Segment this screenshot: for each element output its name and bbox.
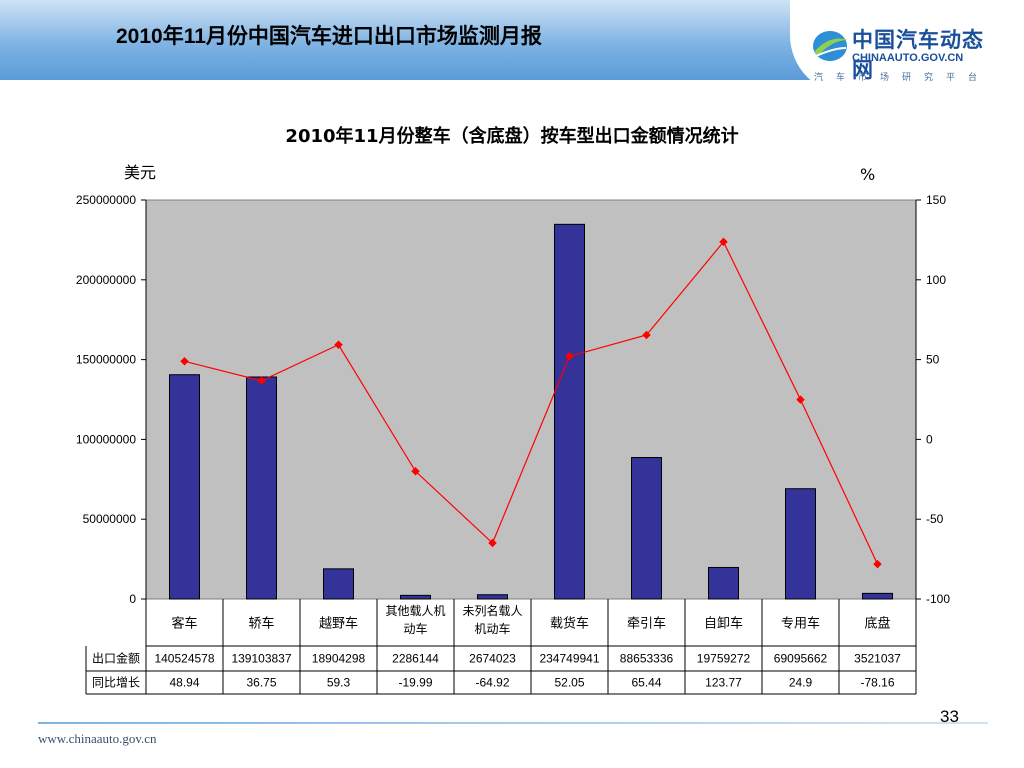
bar-value-label: 69095662	[774, 652, 828, 666]
bar-value-label: 2674023	[469, 652, 516, 666]
growth-value-label: -64.92	[475, 676, 509, 690]
logo-swoosh-icon	[813, 31, 848, 61]
growth-point	[488, 538, 497, 548]
table-row-header: 出口金额	[92, 651, 140, 666]
left-axis-tick-label: 200000000	[76, 273, 136, 287]
left-axis-tick-label: 50000000	[83, 512, 137, 526]
growth-point	[873, 559, 882, 569]
footer-url: www.chinaauto.gov.cn	[38, 731, 157, 746]
right-axis-tick-label: 50	[926, 353, 940, 367]
growth-point	[257, 376, 266, 385]
chart-title: 2010年11月份整车（含底盘）按车型出口金额情况统计	[285, 126, 739, 147]
growth-value-label: 48.94	[169, 676, 199, 690]
left-axis-unit: 美元	[124, 163, 157, 182]
logo-main-text: 中国汽车动态网	[852, 28, 984, 82]
category-label: 专用车	[781, 616, 820, 631]
category-label: 轿车	[248, 616, 274, 631]
right-axis-unit: %	[860, 165, 876, 184]
growth-point	[180, 357, 189, 366]
bar	[323, 568, 354, 600]
bar	[862, 592, 893, 600]
category-label: 牵引车	[627, 616, 666, 631]
right-axis-tick-label: -50	[926, 512, 944, 526]
growth-value-label: -78.16	[860, 676, 894, 690]
right-axis-tick-label: 100	[926, 273, 946, 287]
bar	[169, 374, 200, 600]
bar	[785, 488, 816, 600]
category-label: 机动车	[474, 621, 510, 636]
page-number: 33	[940, 707, 959, 726]
category-label: 越野车	[319, 616, 358, 631]
bar	[708, 566, 739, 600]
growth-value-label: 59.3	[327, 676, 351, 690]
right-axis-tick-label: 0	[926, 432, 933, 446]
category-label: 自卸车	[704, 616, 743, 631]
right-axis-tick-label: -100	[926, 592, 950, 606]
left-axis-tick-label: 0	[129, 592, 136, 606]
category-label: 客车	[171, 616, 197, 631]
left-axis-tick-label: 100000000	[76, 432, 136, 446]
growth-value-label: 24.9	[789, 676, 813, 690]
category-label: 其他载人机	[385, 604, 445, 618]
bar-value-label: 2286144	[392, 652, 439, 666]
logo: 中国汽车动态网 CHINAAUTO.GOV.CN 汽车市场研究平台	[810, 22, 1000, 84]
right-axis-tick-label: 150	[926, 193, 946, 207]
bar	[554, 223, 585, 600]
bar	[246, 376, 277, 600]
category-label: 底盘	[864, 616, 890, 631]
left-axis-tick-label: 150000000	[76, 353, 136, 367]
logo-tagline: 汽车市场研究平台	[814, 73, 991, 83]
growth-value-label: 52.05	[554, 676, 584, 690]
slide-title: 2010年11月份中国汽车进口出口市场监测月报	[116, 25, 542, 48]
footer-divider	[38, 722, 988, 724]
category-label: 载货车	[550, 616, 589, 631]
table-row-header: 同比增长	[92, 676, 140, 690]
growth-value-label: 36.75	[246, 676, 276, 690]
bar	[477, 594, 508, 600]
category-label: 未列名载人	[462, 603, 522, 618]
left-axis-tick-label: 250000000	[76, 193, 136, 207]
bar	[400, 594, 431, 600]
bar-value-label: 19759272	[697, 652, 751, 666]
growth-value-label: 123.77	[705, 676, 742, 690]
growth-point	[565, 352, 574, 361]
logo-sub-text: CHINAAUTO.GOV.CN	[852, 52, 964, 64]
category-label: 动车	[403, 621, 427, 636]
bar-value-label: 139103837	[231, 652, 291, 666]
bar-value-label: 234749941	[539, 652, 599, 666]
growth-value-label: 65.44	[631, 676, 661, 690]
growth-value-label: -19.99	[398, 676, 432, 690]
bar-value-label: 88653336	[620, 652, 674, 666]
bar-value-label: 3521037	[854, 652, 901, 666]
bar-value-label: 140524578	[154, 652, 214, 666]
growth-line	[184, 240, 879, 565]
growth-point	[411, 467, 420, 476]
bar	[631, 457, 662, 600]
growth-point	[642, 330, 651, 340]
growth-point	[334, 340, 343, 349]
growth-point	[796, 395, 805, 404]
bar-value-label: 18904298	[312, 652, 366, 666]
